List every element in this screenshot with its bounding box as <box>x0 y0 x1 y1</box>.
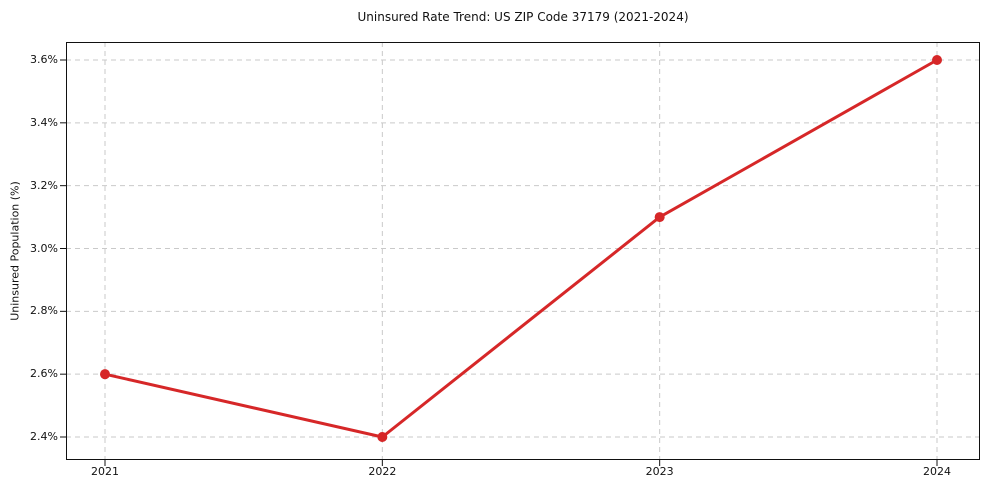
line-chart-svg <box>60 42 980 466</box>
data-point-marker <box>654 212 665 223</box>
y-tick-label: 3.6% <box>30 53 58 66</box>
y-tick-label: 2.6% <box>30 367 58 381</box>
y-tick-label: 3.4% <box>30 115 58 129</box>
plot-border <box>66 42 980 460</box>
y-tick-label: 3.0% <box>30 241 58 255</box>
x-tick-label: 2024 <box>923 465 951 478</box>
x-tick-label: 2023 <box>645 465 674 478</box>
y-tick-label: 2.4% <box>30 430 58 443</box>
chart-title: Uninsured Rate Trend: US ZIP Code 37179 … <box>357 10 689 24</box>
x-tick-label: 2022 <box>368 465 397 478</box>
y-tick-label: 2.8% <box>30 304 58 318</box>
data-point-marker <box>100 369 110 380</box>
trend-line <box>103 58 939 439</box>
plot-area <box>60 42 980 466</box>
data-point-marker <box>377 432 388 442</box>
x-tick-label: 2021 <box>91 465 119 478</box>
y-tick-label: 3.2% <box>30 178 58 192</box>
data-point-marker <box>932 55 942 65</box>
